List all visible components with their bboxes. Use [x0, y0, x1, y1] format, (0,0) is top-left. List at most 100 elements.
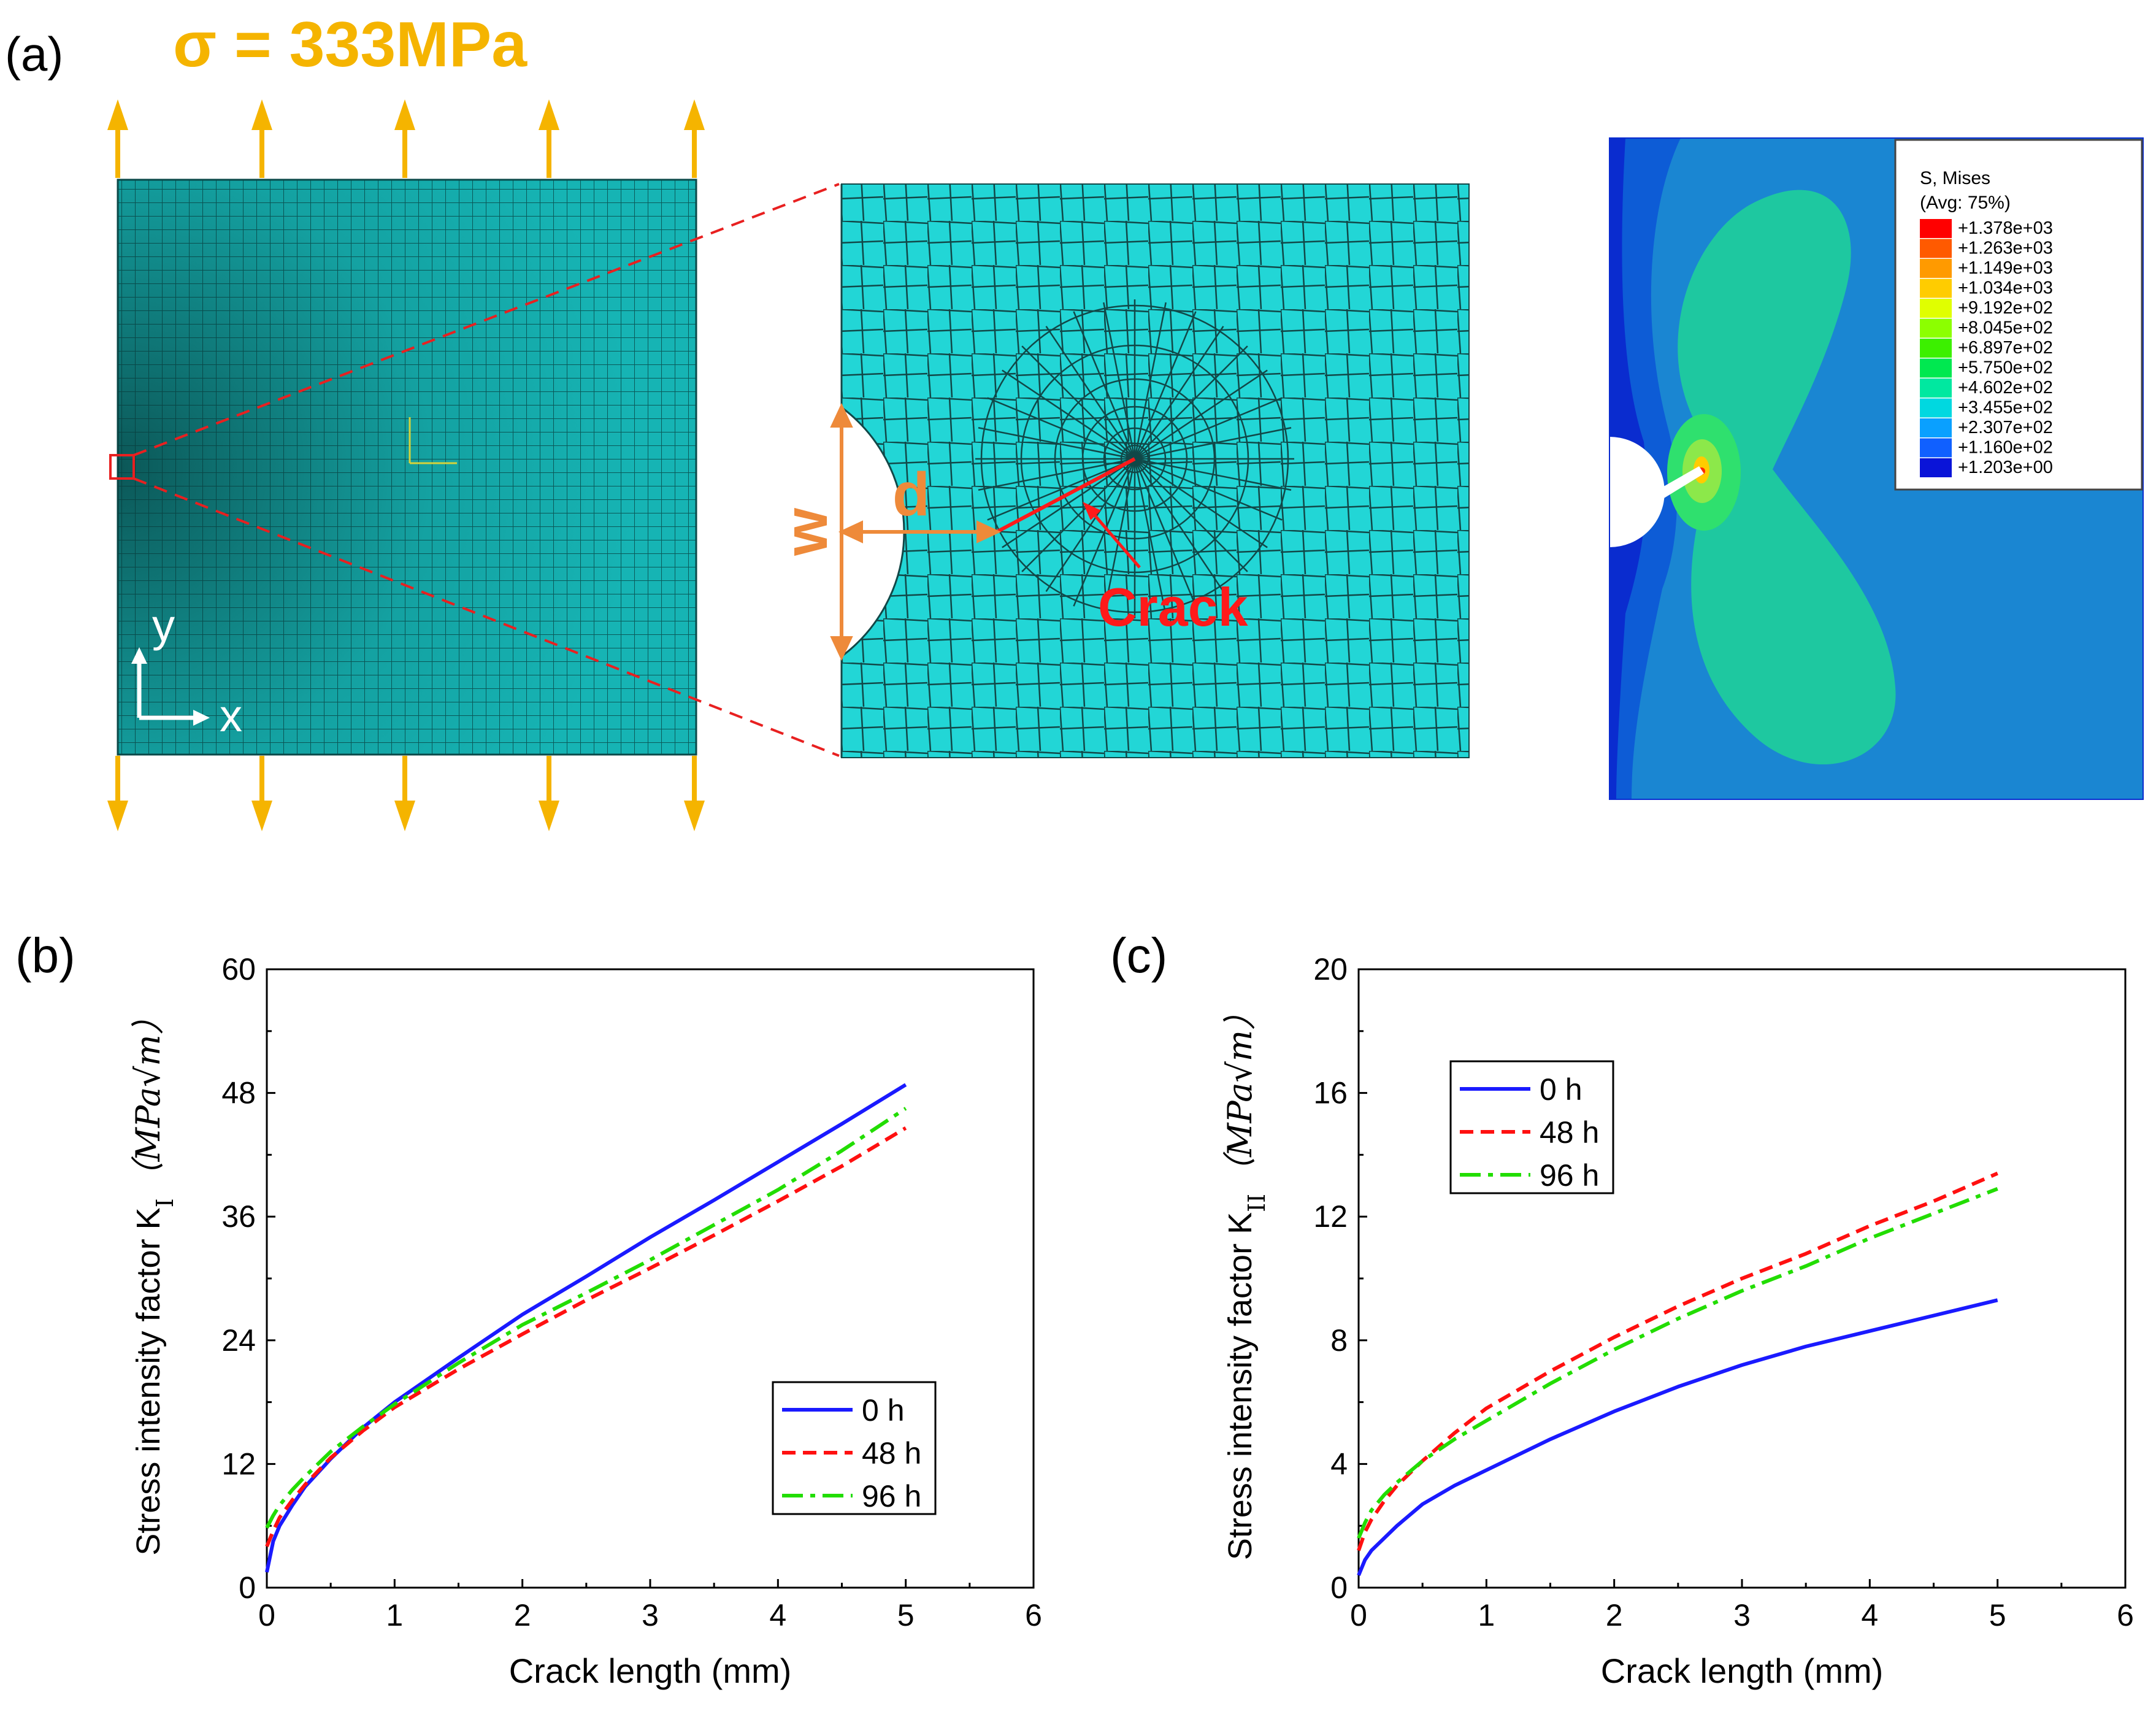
axis-x-label: x	[220, 690, 242, 741]
y-tick-label: 48	[221, 1076, 256, 1110]
series-line-96h	[265, 1107, 907, 1529]
legend-entry-6: +6.897e+02	[1958, 338, 2053, 358]
y-tick-label: 8	[1330, 1323, 1348, 1358]
load-arrowhead-bottom-0	[107, 801, 128, 831]
y-axis-title: Stress intensity factor KI（MPa√m）	[129, 1001, 178, 1555]
legend-entry-2: +1.149e+03	[1958, 258, 2053, 278]
series-line-0h	[1357, 1298, 1998, 1576]
x-axis-title: Crack length (mm)	[1601, 1651, 1884, 1690]
x-tick-label: 3	[1733, 1598, 1751, 1632]
mesh-plate	[109, 179, 697, 756]
legend-swatch-12	[1920, 458, 1952, 477]
x-tick-label: 6	[1025, 1598, 1042, 1632]
coordinate-axes: y x	[131, 600, 242, 741]
y-tick-label: 60	[221, 952, 256, 986]
legend-swatch-1	[1920, 239, 1952, 258]
legend-swatch-7	[1920, 358, 1952, 378]
legend-swatch-6	[1920, 339, 1952, 358]
legend-swatch-5	[1920, 318, 1952, 338]
legend-swatch-3	[1920, 279, 1952, 298]
panel-a: (a) σ = 333MPa y x	[5, 9, 2144, 831]
load-arrowhead-top-3	[539, 99, 559, 130]
legend-entry-4: +9.192e+02	[1958, 298, 2053, 318]
load-arrowhead-top-4	[684, 99, 705, 130]
y-tick-label: 36	[221, 1199, 256, 1234]
zoom-connector-lines	[133, 183, 840, 757]
legend-box	[772, 1381, 937, 1515]
panel-b-label: (b)	[15, 928, 75, 983]
x-tick-label: 0	[1350, 1598, 1367, 1632]
legend-box	[1449, 1060, 1614, 1194]
legend-entry-7: +5.750e+02	[1958, 358, 2053, 378]
series-line-48h	[265, 1126, 907, 1547]
legend-entry-11: +1.160e+02	[1958, 438, 2053, 458]
y-tick-label: 0	[239, 1570, 256, 1605]
panel-c-label: (c)	[1110, 928, 1167, 983]
dimension-d-label: d	[892, 460, 930, 529]
legend-label-48h: 48 h	[862, 1436, 921, 1470]
x-tick-label: 0	[258, 1598, 275, 1632]
y-axis-title: Stress intensity factor KII（MPa√m）	[1221, 997, 1270, 1560]
legend-label-0h: 0 h	[1540, 1072, 1582, 1107]
legend-entry-8: +4.602e+02	[1958, 378, 2053, 398]
legend-swatch-10	[1920, 418, 1952, 437]
y-tick-label: 0	[1330, 1570, 1348, 1605]
series-line-0h	[265, 1083, 907, 1573]
legend-subtitle: (Avg: 75%)	[1920, 193, 2011, 213]
legend-entry-3: +1.034e+03	[1958, 279, 2053, 298]
contour-legend: S, Mises (Avg: 75%) +1.378e+03+1.263e+03…	[1894, 139, 2143, 491]
load-arrowhead-bottom-2	[394, 801, 415, 831]
x-tick-label: 5	[1989, 1598, 2006, 1632]
legend-swatch-0	[1920, 219, 1952, 238]
x-tick-label: 1	[386, 1598, 403, 1632]
legend-swatch-4	[1920, 299, 1952, 318]
load-arrowhead-top-1	[251, 99, 272, 130]
legend-label-96h: 96 h	[1540, 1158, 1599, 1193]
x-tick-label: 1	[1478, 1598, 1495, 1632]
legend-entry-9: +3.455e+02	[1958, 398, 2053, 418]
zoom-region-box	[109, 454, 135, 480]
crack-pointer-arrow	[1089, 509, 1141, 569]
legend-swatch-2	[1920, 259, 1952, 278]
origin-marker	[409, 417, 457, 464]
load-arrowhead-top-0	[107, 99, 128, 130]
crack-label: Crack	[1098, 577, 1249, 637]
y-tick-label: 16	[1313, 1076, 1348, 1110]
load-arrowhead-top-2	[394, 99, 415, 130]
y-tick-label: 24	[221, 1323, 256, 1358]
dimension-w-label: w	[772, 508, 840, 556]
legend-title: S, Mises	[1920, 168, 1990, 188]
legend-entry-0: +1.378e+03	[1958, 218, 2053, 238]
legend-swatch-11	[1920, 438, 1952, 458]
legend-swatch-8	[1920, 379, 1952, 398]
load-arrowhead-bottom-4	[684, 801, 705, 831]
load-arrowhead-bottom-1	[251, 801, 272, 831]
y-tick-label: 12	[221, 1447, 256, 1481]
x-tick-label: 3	[642, 1598, 659, 1632]
x-tick-label: 5	[897, 1598, 915, 1632]
legend-entry-5: +8.045e+02	[1958, 318, 2053, 338]
dimension-arrows	[830, 402, 1002, 661]
legend-label-48h: 48 h	[1540, 1115, 1599, 1150]
series-line-48h	[1357, 1171, 1998, 1551]
legend-label-96h: 96 h	[862, 1479, 921, 1513]
load-arrowhead-bottom-3	[539, 801, 559, 831]
zoomed-mesh: Crack w d	[772, 183, 1470, 758]
axis-y-label: y	[152, 600, 175, 651]
panel-a-label: (a)	[5, 27, 63, 81]
y-tick-label: 12	[1313, 1199, 1348, 1234]
legend-entry-1: +1.263e+03	[1958, 239, 2053, 258]
crack-line	[996, 457, 1136, 534]
load-arrows	[107, 99, 705, 831]
legend-entry-10: +2.307e+02	[1958, 418, 2053, 437]
legend-label-0h: 0 h	[862, 1393, 905, 1428]
legend-entry-12: +1.203e+00	[1958, 458, 2053, 477]
x-tick-label: 2	[514, 1598, 531, 1632]
x-axis-title: Crack length (mm)	[509, 1651, 792, 1690]
x-tick-label: 2	[1606, 1598, 1623, 1632]
